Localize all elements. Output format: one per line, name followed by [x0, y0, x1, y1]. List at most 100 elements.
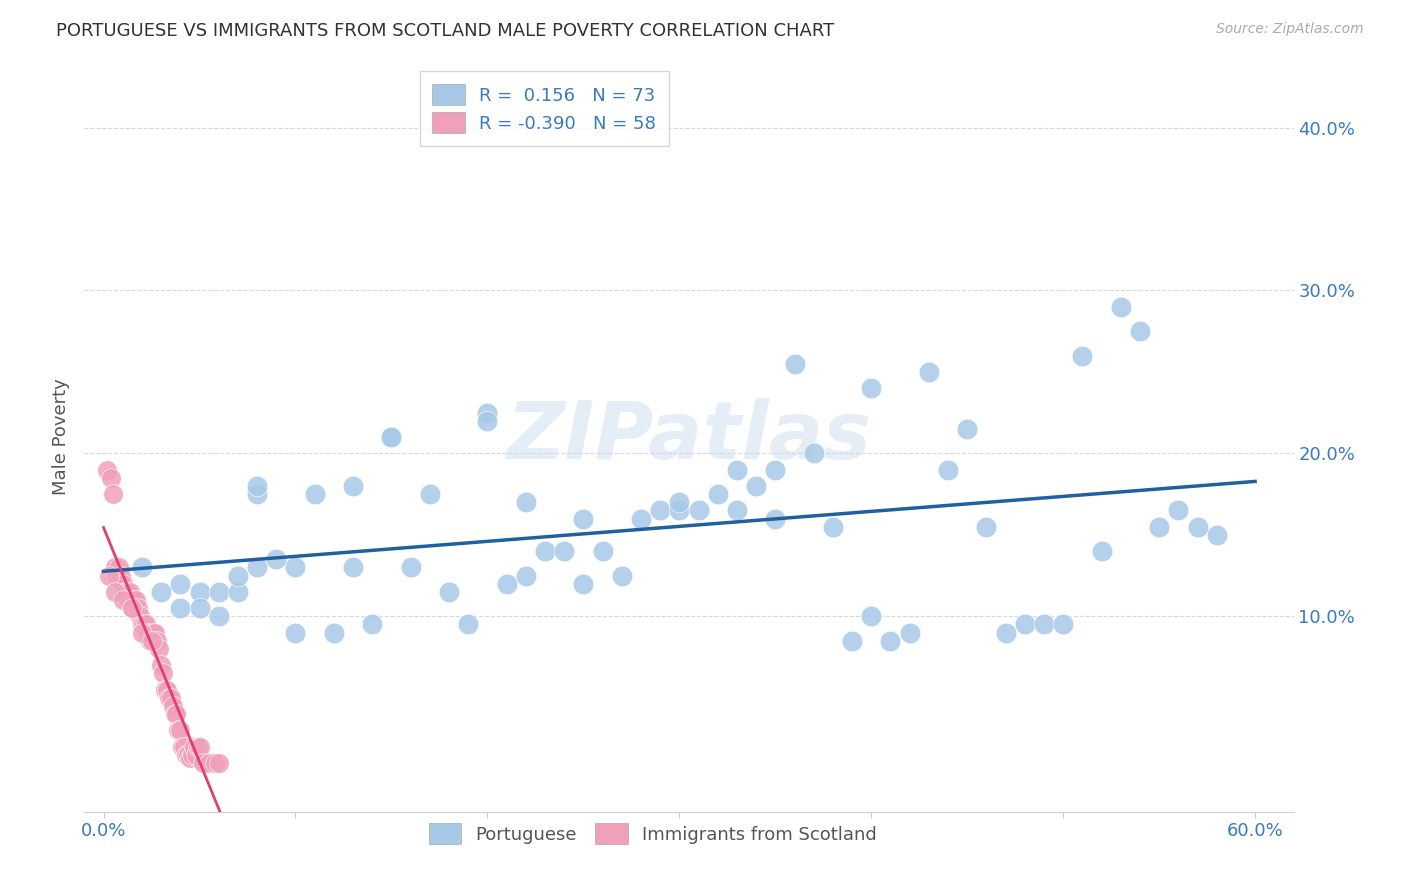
Point	[763, 463, 786, 477]
Point	[246, 487, 269, 501]
Point	[898, 625, 921, 640]
Point	[399, 560, 422, 574]
Point	[132, 617, 155, 632]
Point	[148, 641, 170, 656]
Point	[457, 617, 479, 632]
Point	[111, 576, 134, 591]
Point	[127, 601, 149, 615]
Point	[110, 568, 132, 582]
Point	[142, 625, 165, 640]
Point	[121, 601, 143, 615]
Point	[860, 381, 883, 395]
Point	[821, 519, 844, 533]
Point	[515, 568, 537, 582]
Point	[122, 593, 145, 607]
Point	[188, 601, 211, 615]
Point	[145, 625, 167, 640]
Point	[177, 747, 200, 762]
Point	[1052, 617, 1074, 632]
Point	[136, 625, 159, 640]
Legend: Portuguese, Immigrants from Scotland: Portuguese, Immigrants from Scotland	[422, 816, 884, 851]
Point	[994, 625, 1017, 640]
Point	[1167, 503, 1189, 517]
Point	[159, 690, 181, 705]
Point	[534, 544, 557, 558]
Point	[162, 698, 184, 713]
Point	[169, 576, 191, 591]
Point	[380, 430, 402, 444]
Text: PORTUGUESE VS IMMIGRANTS FROM SCOTLAND MALE POVERTY CORRELATION CHART: PORTUGUESE VS IMMIGRANTS FROM SCOTLAND M…	[56, 22, 835, 40]
Point	[553, 544, 575, 558]
Point	[572, 511, 595, 525]
Point	[668, 503, 690, 517]
Point	[111, 593, 134, 607]
Point	[153, 682, 176, 697]
Point	[117, 593, 139, 607]
Point	[688, 503, 710, 517]
Point	[783, 357, 806, 371]
Point	[668, 495, 690, 509]
Point	[1071, 349, 1094, 363]
Point	[725, 503, 748, 517]
Point	[246, 560, 269, 574]
Point	[936, 463, 959, 477]
Point	[515, 495, 537, 509]
Point	[166, 706, 188, 721]
Point	[141, 633, 163, 648]
Point	[100, 471, 122, 485]
Point	[380, 430, 402, 444]
Point	[167, 723, 190, 738]
Point	[131, 625, 153, 640]
Point	[918, 365, 941, 379]
Point	[304, 487, 326, 501]
Point	[129, 609, 152, 624]
Point	[342, 560, 364, 574]
Point	[108, 560, 131, 574]
Point	[803, 446, 825, 460]
Point	[361, 617, 384, 632]
Point	[174, 747, 197, 762]
Y-axis label: Male Poverty: Male Poverty	[52, 379, 70, 495]
Point	[141, 633, 163, 648]
Point	[1205, 528, 1227, 542]
Point	[1187, 519, 1209, 533]
Point	[179, 751, 201, 765]
Point	[976, 519, 998, 533]
Point	[477, 406, 499, 420]
Point	[763, 511, 786, 525]
Point	[610, 568, 633, 582]
Point	[1014, 617, 1036, 632]
Text: ZIPatlas: ZIPatlas	[506, 398, 872, 476]
Point	[208, 756, 231, 770]
Point	[1109, 300, 1132, 314]
Point	[104, 560, 127, 574]
Point	[169, 601, 191, 615]
Point	[98, 568, 121, 582]
Point	[208, 609, 231, 624]
Point	[1033, 617, 1056, 632]
Point	[156, 682, 179, 697]
Point	[152, 666, 174, 681]
Point	[163, 706, 186, 721]
Point	[706, 487, 728, 501]
Point	[188, 739, 211, 754]
Point	[956, 422, 979, 436]
Point	[157, 690, 180, 705]
Point	[187, 739, 209, 754]
Point	[198, 756, 221, 770]
Point	[266, 552, 288, 566]
Point	[725, 463, 748, 477]
Point	[1129, 324, 1152, 338]
Point	[150, 584, 173, 599]
Point	[138, 633, 160, 648]
Point	[121, 601, 143, 615]
Point	[246, 479, 269, 493]
Point	[419, 487, 441, 501]
Point	[104, 584, 127, 599]
Point	[146, 633, 169, 648]
Point	[342, 479, 364, 493]
Point	[120, 584, 142, 599]
Point	[650, 503, 672, 517]
Point	[204, 756, 226, 770]
Point	[150, 658, 173, 673]
